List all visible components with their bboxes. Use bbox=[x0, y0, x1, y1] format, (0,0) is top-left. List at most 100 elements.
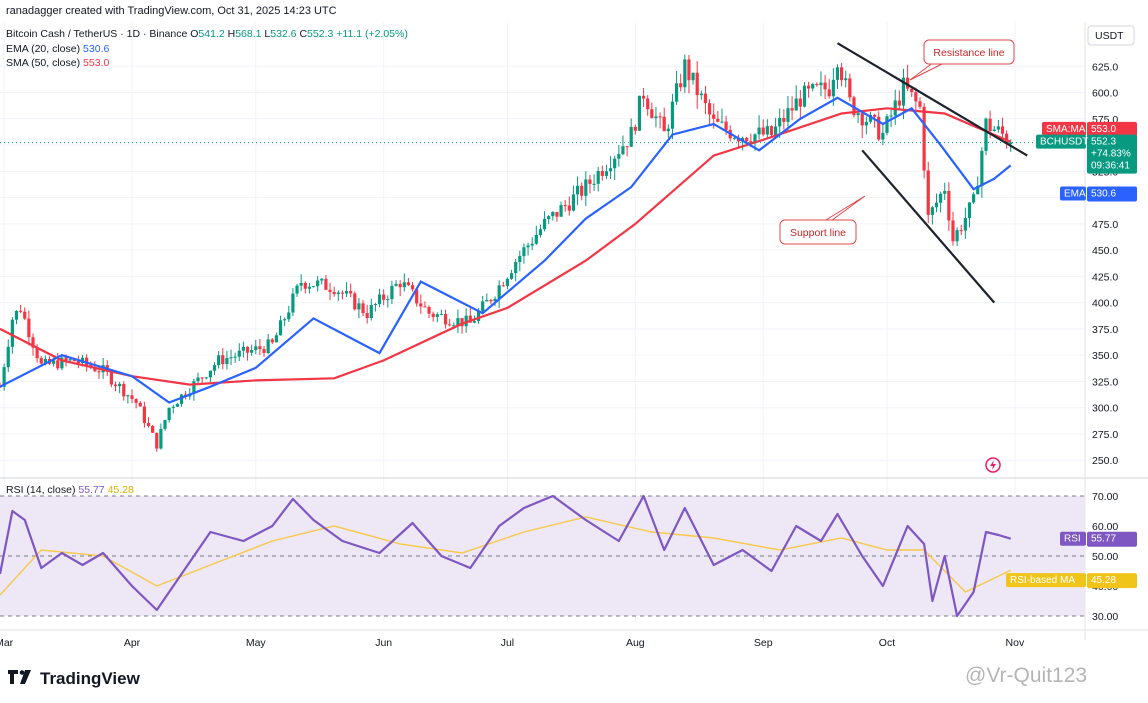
candle-body bbox=[14, 310, 19, 320]
candle-body bbox=[349, 290, 353, 294]
rsi-pane bbox=[0, 494, 1085, 618]
candle-body bbox=[456, 318, 460, 326]
candle-body bbox=[778, 117, 782, 127]
ohlc-high-label: H bbox=[227, 28, 236, 40]
candle-body bbox=[963, 218, 967, 231]
candle-body bbox=[23, 311, 27, 319]
candle-body bbox=[1000, 126, 1005, 134]
price-tick-label: 375.0 bbox=[1092, 324, 1118, 336]
candle-body bbox=[39, 358, 43, 364]
tradingview-logo[interactable]: TradingView bbox=[8, 669, 140, 689]
candle-body bbox=[724, 121, 728, 130]
candle-body bbox=[786, 108, 790, 122]
candle-body bbox=[679, 83, 683, 88]
candle-body bbox=[229, 357, 233, 359]
candle-body bbox=[827, 89, 831, 97]
rsi-tick-label: 50.00 bbox=[1092, 551, 1118, 563]
candle-body bbox=[245, 346, 250, 353]
candle-body bbox=[324, 278, 328, 290]
legend-ema-row[interactable]: EMA (20, close) 530.6 bbox=[6, 42, 408, 57]
candle-body bbox=[732, 138, 736, 140]
candle-body bbox=[699, 93, 703, 96]
symbol-tag-label: BCHUSDT bbox=[1040, 137, 1088, 148]
candle-body bbox=[542, 218, 547, 230]
candle-body bbox=[571, 194, 576, 211]
candle-body bbox=[666, 128, 670, 132]
price-tick-label: 400.0 bbox=[1092, 298, 1118, 310]
time-tick-label: Apr bbox=[124, 637, 141, 649]
main-legend: Bitcoin Cash / TetherUS · 1D · Binance O… bbox=[6, 27, 408, 71]
candle-body bbox=[580, 185, 584, 196]
candle-body bbox=[332, 291, 336, 295]
rsi-value: 55.77 bbox=[78, 484, 105, 496]
candle-body bbox=[559, 205, 563, 217]
legend-symbol-row[interactable]: Bitcoin Cash / TetherUS · 1D · Binance O… bbox=[6, 27, 408, 42]
candle-body bbox=[464, 315, 468, 327]
candle-body bbox=[749, 141, 753, 143]
candle-body bbox=[930, 207, 934, 215]
candle-body bbox=[782, 117, 786, 122]
candle-body bbox=[873, 114, 877, 117]
candle-body bbox=[233, 356, 237, 358]
candle-body bbox=[889, 115, 893, 117]
candle-body bbox=[757, 127, 761, 135]
candle-body bbox=[43, 358, 47, 364]
candle-body bbox=[848, 78, 852, 98]
candle-body bbox=[76, 361, 80, 364]
candle-body bbox=[823, 82, 827, 90]
sma-tag-box bbox=[1087, 121, 1137, 137]
candle-body bbox=[819, 82, 823, 86]
resistance-callout-text: Resistance line bbox=[933, 47, 1004, 59]
rsi-ma-tag-text: 45.28 bbox=[1091, 575, 1116, 586]
candle-body bbox=[501, 285, 505, 287]
rsi-label: RSI (14, close) bbox=[6, 484, 76, 496]
candle-body bbox=[674, 83, 679, 102]
candle-body bbox=[551, 211, 555, 217]
candle-body bbox=[625, 146, 629, 148]
candle-body bbox=[283, 319, 287, 321]
candle-body bbox=[167, 407, 171, 421]
rsi-tag-label-box bbox=[1060, 531, 1086, 546]
candle-body bbox=[258, 346, 262, 350]
candle-body bbox=[361, 303, 365, 314]
candle-body bbox=[939, 193, 943, 203]
candle-body bbox=[481, 301, 485, 312]
candle-body bbox=[641, 95, 646, 99]
candle-body bbox=[316, 280, 320, 287]
time-tick-label: Aug bbox=[626, 637, 645, 649]
currency-label: USDT bbox=[1095, 30, 1124, 42]
candle-body bbox=[159, 428, 163, 449]
time-tick-label: Nov bbox=[1006, 637, 1025, 649]
candle-body bbox=[196, 377, 200, 382]
candle-body bbox=[654, 116, 658, 119]
sma-value: 553.0 bbox=[83, 57, 110, 69]
candle-body bbox=[155, 432, 159, 449]
candle-body bbox=[10, 319, 14, 347]
candle-body bbox=[427, 306, 431, 314]
rsi-tag-text: 55.77 bbox=[1091, 534, 1116, 545]
price-tags: 553.0 SMA:MA 552.3+74.83%09:36:41 BCHUSDT 53… bbox=[1006, 121, 1137, 589]
candle-body bbox=[596, 171, 600, 184]
candle-body bbox=[344, 290, 349, 294]
candle-body bbox=[864, 121, 868, 126]
symbol-tag-box bbox=[1087, 134, 1137, 174]
candle-body bbox=[662, 116, 666, 132]
price-tick-label: 350.0 bbox=[1092, 350, 1118, 362]
sma-tag-text: 553.0 bbox=[1091, 124, 1116, 135]
candle-body bbox=[509, 273, 514, 279]
candle-body bbox=[415, 289, 419, 304]
candle-body bbox=[575, 185, 580, 195]
candle-body bbox=[142, 406, 146, 423]
resistance-callout: Resistance line bbox=[909, 39, 1015, 81]
rsi-legend[interactable]: RSI (14, close) 55.77 45.28 bbox=[6, 484, 134, 496]
ohlc-low-label: L bbox=[264, 28, 271, 40]
ema-tag-box bbox=[1087, 186, 1137, 202]
candle-body bbox=[353, 293, 357, 310]
trendlines bbox=[836, 42, 1028, 304]
candle-body bbox=[493, 298, 497, 302]
candle-body bbox=[736, 138, 741, 142]
candle-body bbox=[295, 285, 299, 294]
legend-sma-row[interactable]: SMA (50, close) 553.0 bbox=[6, 56, 408, 71]
candle-body bbox=[419, 303, 423, 307]
candle-body bbox=[518, 256, 522, 263]
